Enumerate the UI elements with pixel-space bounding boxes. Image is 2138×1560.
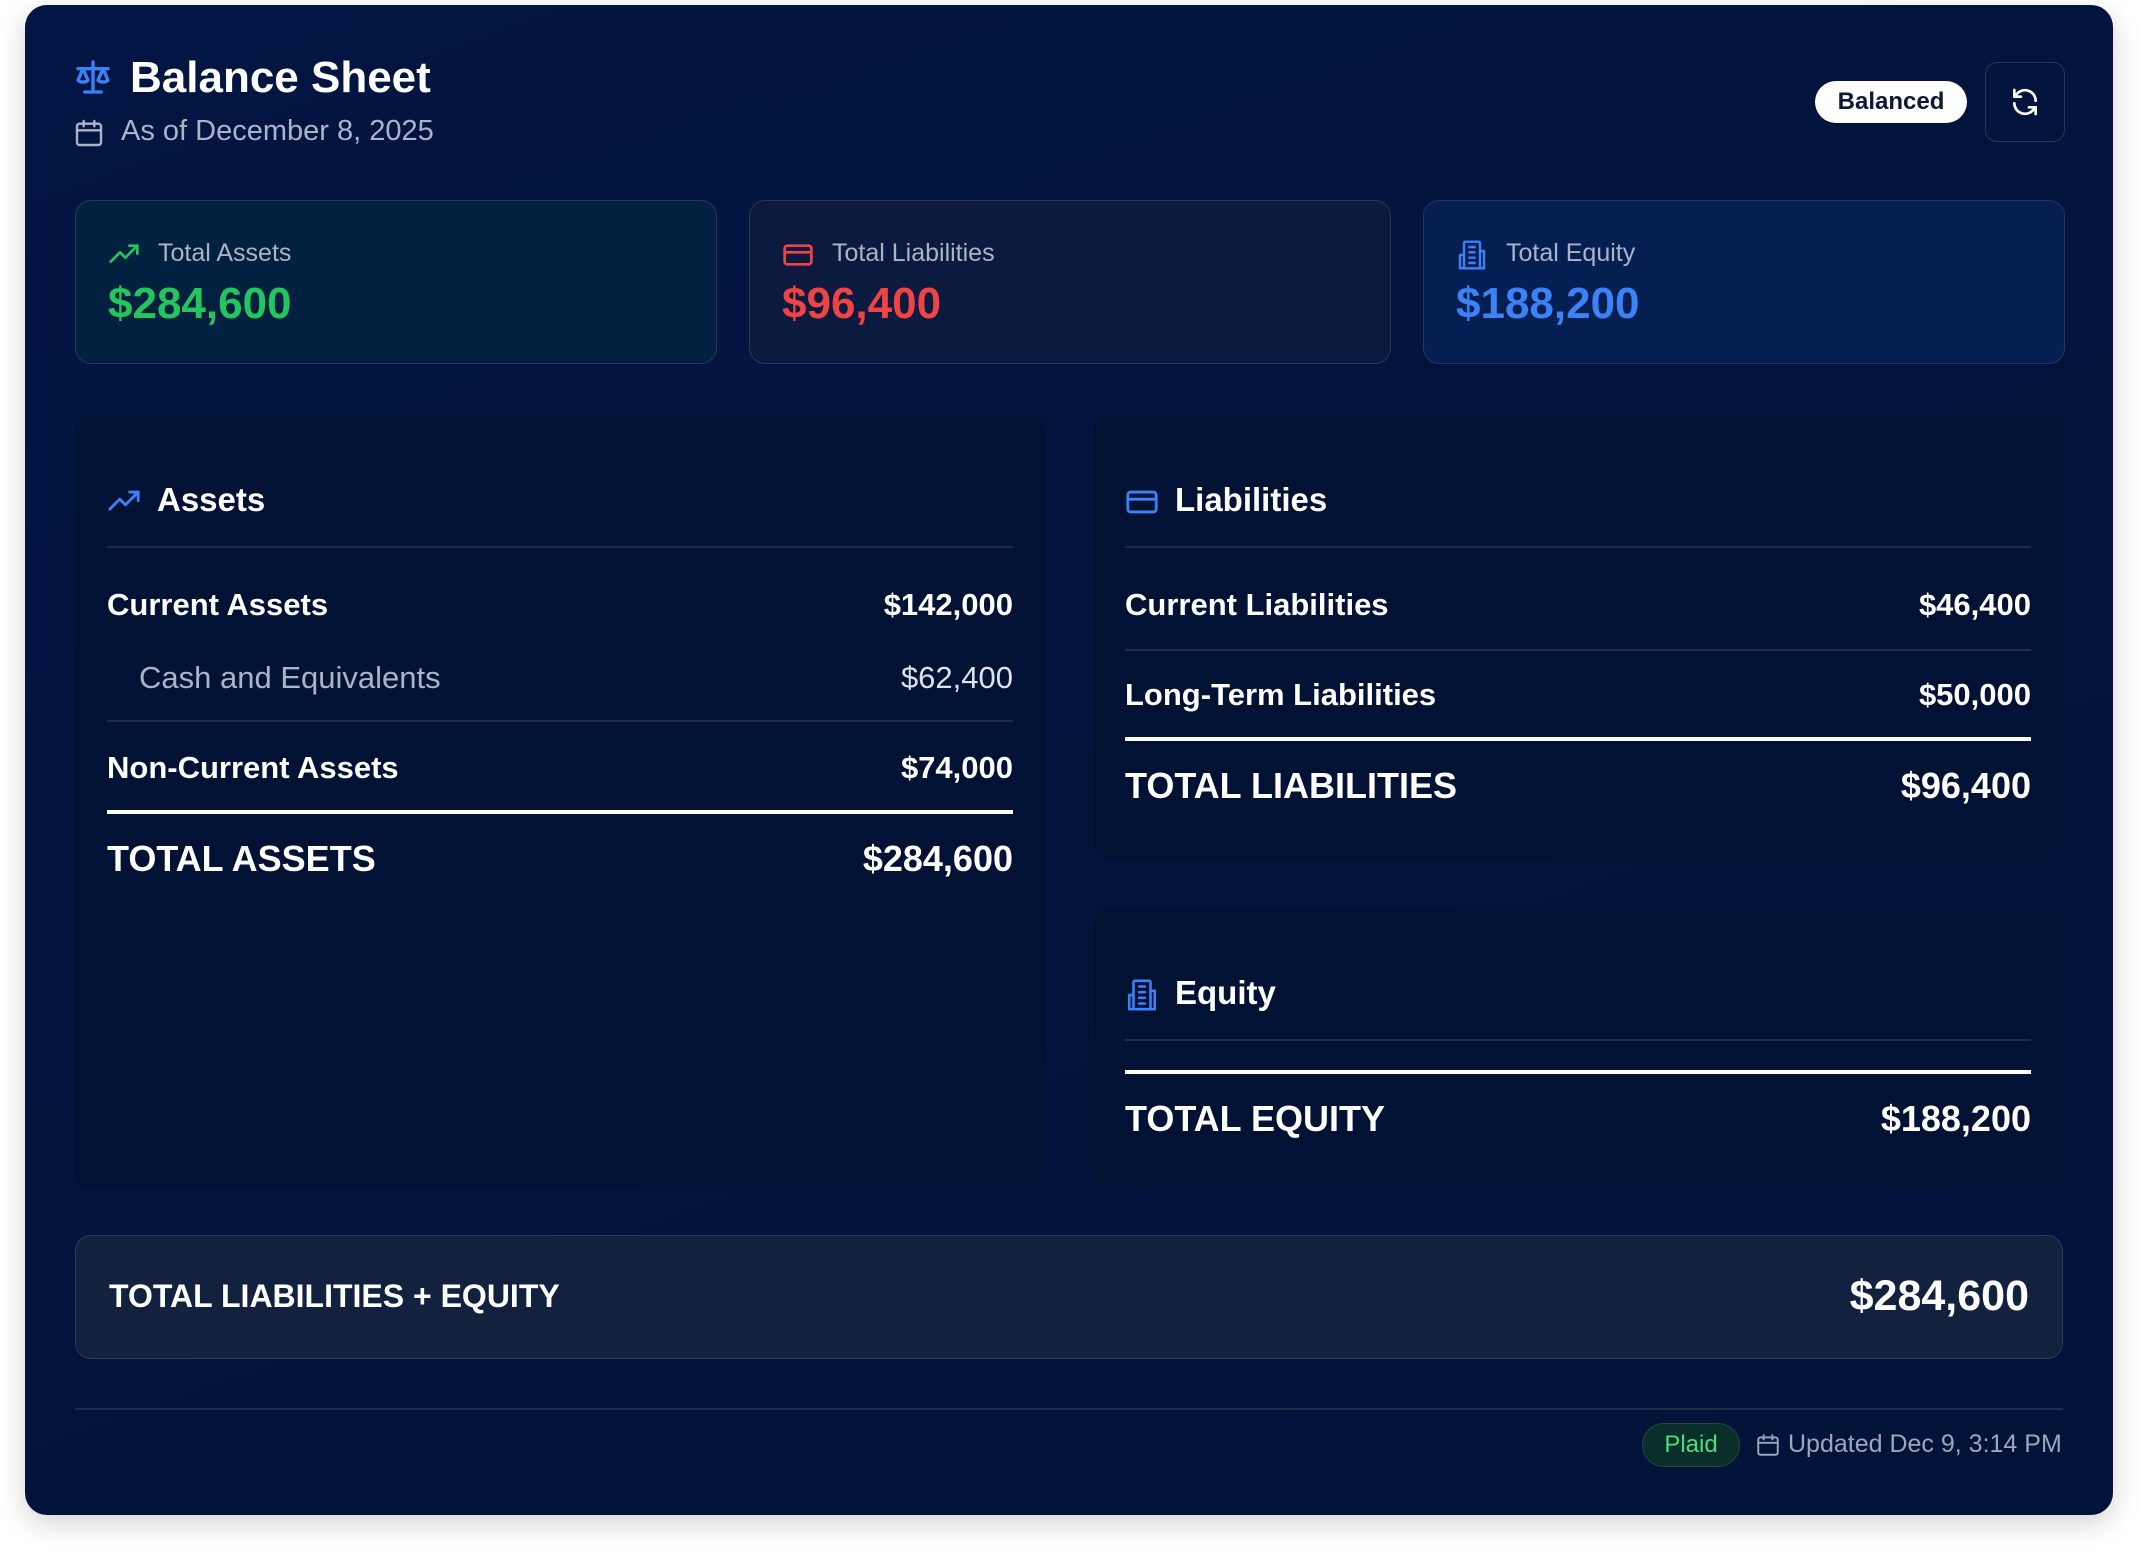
assets-title: Assets: [157, 481, 266, 518]
row-cash-equivalents: Cash and Equivalents $62,400: [107, 660, 1013, 696]
refresh-icon: [2013, 88, 2037, 116]
page-title: Balance Sheet: [130, 53, 431, 102]
summary-value: $284,600: [108, 279, 292, 328]
credit-card-icon: [1126, 490, 1158, 514]
row-value: $96,400: [1900, 765, 2031, 806]
status-badge: Balanced: [1815, 81, 1967, 123]
building-icon: [1458, 240, 1486, 270]
divider: [1125, 649, 2031, 651]
row-label: TOTAL LIABILITIES: [1125, 765, 1457, 806]
row-label: Cash and Equivalents: [139, 660, 441, 695]
summary-value: $188,200: [1456, 279, 1640, 328]
summary-value: $96,400: [782, 279, 942, 328]
total-liabilities-equity-bar: TOTAL LIABILITIES + EQUITY $284,600: [75, 1235, 2063, 1359]
summary-label: Total Equity: [1506, 239, 1636, 267]
calendar-icon: [75, 119, 103, 147]
row-long-term-liabilities: Long-Term Liabilities $50,000: [1125, 677, 2031, 713]
summary-card-total-assets: Total Assets $284,600: [75, 200, 717, 364]
trending-up-icon: [108, 490, 140, 511]
row-current-assets: Current Assets $142,000: [107, 587, 1013, 623]
row-label: TOTAL ASSETS: [107, 838, 376, 879]
credit-card-icon: [783, 244, 813, 266]
divider: [107, 546, 1013, 548]
total-divider: [1125, 1070, 2031, 1074]
divider: [107, 720, 1013, 722]
equity-panel: Equity TOTAL EQUITY $188,200: [1093, 908, 2063, 1189]
updated-timestamp: Updated Dec 9, 3:14 PM: [1788, 1430, 2062, 1458]
row-value: $62,400: [900, 660, 1013, 695]
trending-up-icon: [109, 244, 139, 263]
total-divider: [107, 810, 1013, 814]
divider: [1125, 1039, 2031, 1041]
row-value: $284,600: [862, 838, 1013, 879]
equity-title: Equity: [1175, 974, 1276, 1011]
row-label: Current Assets: [107, 587, 329, 622]
row-value: $142,000: [883, 587, 1013, 622]
balance-sheet-card: Balance Sheet As of December 8, 2025 Bal…: [25, 5, 2113, 1515]
refresh-button[interactable]: [1985, 62, 2065, 142]
total-divider: [1125, 737, 2031, 741]
row-value: $46,400: [1918, 587, 2031, 622]
source-badge: Plaid: [1642, 1423, 1740, 1467]
row-label: Current Liabilities: [1125, 587, 1389, 622]
summary-card-total-liabilities: Total Liabilities $96,400: [749, 200, 1391, 364]
row-total-liabilities: TOTAL LIABILITIES $96,400: [1125, 765, 2031, 807]
liabilities-title: Liabilities: [1175, 481, 1328, 518]
as-of-date: As of December 8, 2025: [121, 115, 434, 147]
summary-label: Total Liabilities: [832, 239, 995, 267]
summary-card-total-equity: Total Equity $188,200: [1423, 200, 2065, 364]
building-icon: [1127, 979, 1157, 1011]
footer-divider: [75, 1408, 2063, 1410]
row-total-equity: TOTAL EQUITY $188,200: [1125, 1098, 2031, 1140]
row-value: $74,000: [900, 750, 1013, 785]
summary-label: Total Assets: [158, 239, 292, 267]
row-non-current-assets: Non-Current Assets $74,000: [107, 750, 1013, 786]
row-label: TOTAL EQUITY: [1125, 1098, 1386, 1139]
calendar-icon: [1757, 1434, 1779, 1456]
row-total-assets: TOTAL ASSETS $284,600: [107, 838, 1013, 880]
divider: [1125, 546, 2031, 548]
row-value: $188,200: [1880, 1098, 2031, 1139]
grand-total-label: TOTAL LIABILITIES + EQUITY: [109, 1278, 560, 1314]
row-value: $50,000: [1918, 677, 2031, 712]
row-label: Non-Current Assets: [107, 750, 399, 785]
row-label: Long-Term Liabilities: [1125, 677, 1437, 712]
liabilities-panel: Liabilities Current Liabilities $46,400 …: [1093, 415, 2063, 859]
assets-panel: Assets Current Assets $142,000 Cash and …: [75, 415, 1045, 1189]
grand-total-value: $284,600: [1849, 1272, 2029, 1320]
scale-icon: [76, 60, 110, 94]
row-current-liabilities: Current Liabilities $46,400: [1125, 587, 2031, 623]
